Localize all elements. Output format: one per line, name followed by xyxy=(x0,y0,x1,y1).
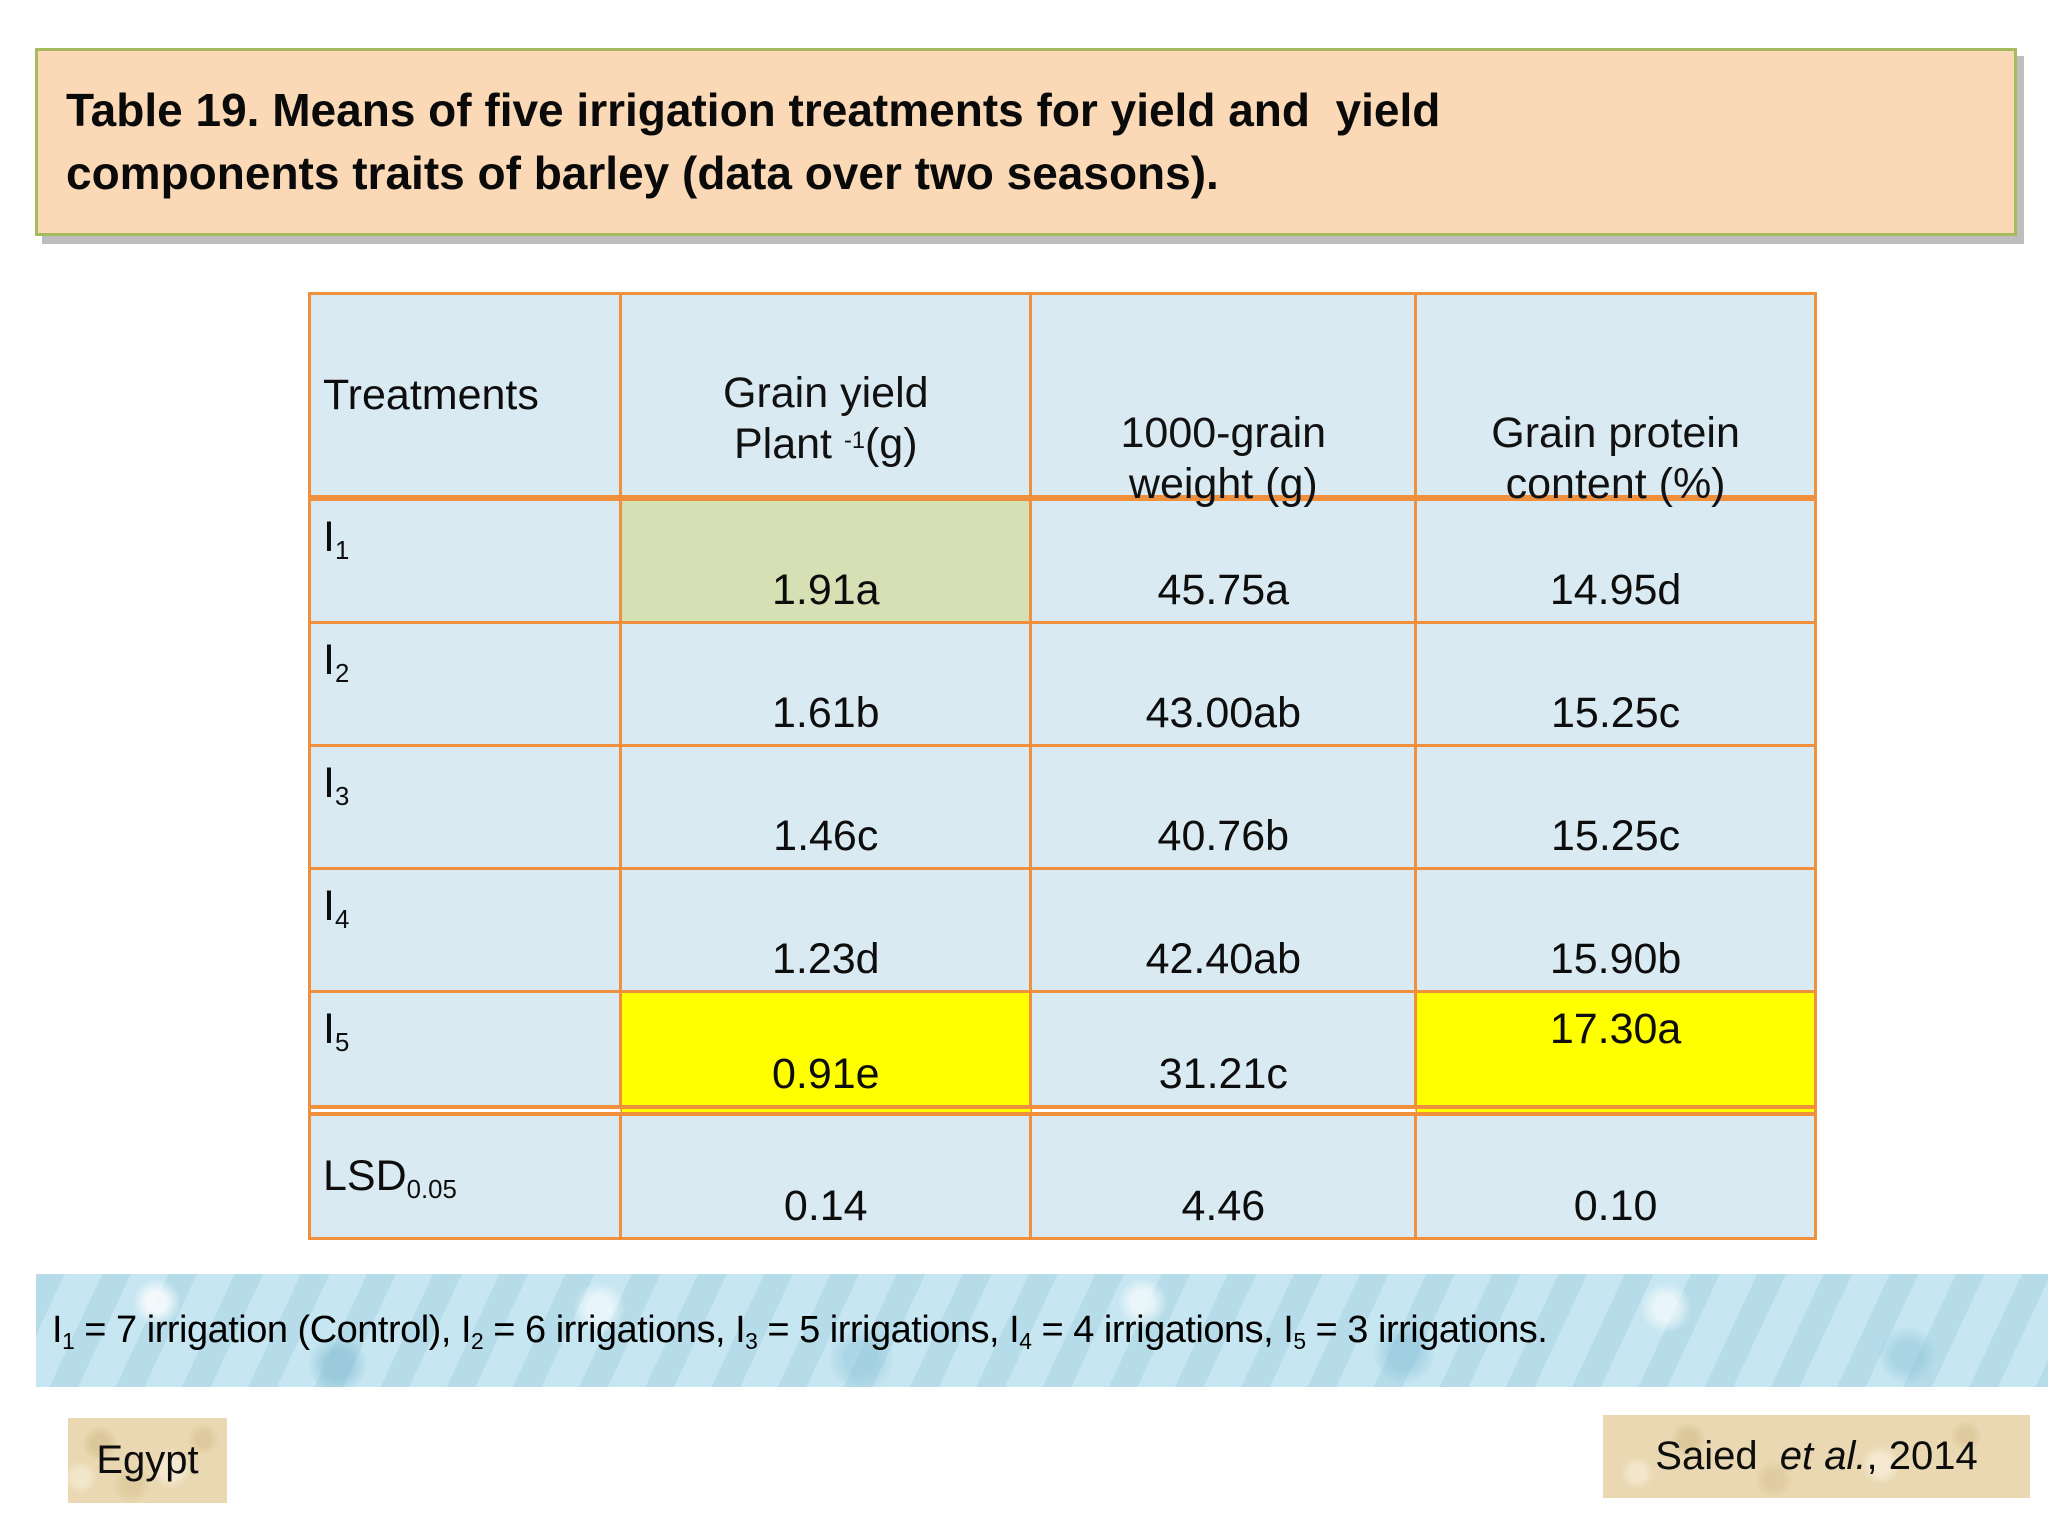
subscript: 4 xyxy=(1019,1328,1032,1355)
citation-et-al: et al. xyxy=(1779,1434,1867,1478)
grain-weight-cell: 42.40ab xyxy=(1032,870,1418,993)
citation-label: Saied et al., 2014 xyxy=(1603,1415,2030,1498)
header-cell-grain-yield: Grain yield Plant -1(g) xyxy=(622,295,1033,501)
treatment-label-cell: I4 xyxy=(311,870,623,993)
lsd-label: LSD0.05 xyxy=(323,1152,457,1205)
subscript: 1 xyxy=(334,537,350,566)
subscript: 5 xyxy=(334,1029,350,1058)
subscript: 1 xyxy=(62,1328,75,1355)
header-grain-weight-label: 1000-grain weight (g) xyxy=(1120,408,1327,509)
subscript: 0.05 xyxy=(406,1176,457,1205)
header-cell-protein: Grain protein content (%) xyxy=(1417,295,1814,508)
header-treatments-label: Treatments xyxy=(323,370,539,419)
protein-cell: 15.90b xyxy=(1417,870,1814,993)
lsd-label-cell: LSD0.05 xyxy=(311,1116,623,1237)
subscript: 3 xyxy=(745,1328,758,1355)
data-table: Treatments Grain yield Plant -1(g) 1000-g… xyxy=(308,292,1817,1240)
header-cell-grain-weight: 1000-grain weight (g) xyxy=(1032,295,1418,508)
grain-weight-cell: 40.76b xyxy=(1032,747,1418,870)
treatment-label-cell: I5 xyxy=(311,993,623,1116)
treatment-label: I4 xyxy=(323,882,350,935)
country-label: Egypt xyxy=(68,1418,227,1503)
treatment-label-cell: I2 xyxy=(311,624,623,747)
protein-cell: 14.95d xyxy=(1417,501,1814,624)
treatment-label: I3 xyxy=(323,759,350,812)
footnote-bar: I1 = 7 irrigation (Control), I2 = 6 irri… xyxy=(36,1274,2048,1387)
protein-cell: 15.25c xyxy=(1417,747,1814,870)
protein-cell: 15.25c xyxy=(1417,624,1814,747)
header-cell-treatments: Treatments xyxy=(311,295,623,501)
table-row-i2: I2 1.61b 43.00ab 15.25c xyxy=(311,624,1814,747)
lsd-grain-weight-cell: 4.46 xyxy=(1032,1116,1418,1237)
grain-yield-cell: 1.23d xyxy=(622,870,1033,993)
treatment-label: I1 xyxy=(323,513,350,566)
slide-title: Table 19. Means of five irrigation treat… xyxy=(66,84,1441,199)
grain-yield-cell-highlight-yellow: 0.91e xyxy=(622,993,1033,1116)
table-row-i3: I3 1.46c 40.76b 15.25c xyxy=(311,747,1814,870)
treatment-label: I2 xyxy=(323,636,350,689)
table-row-lsd: LSD0.05 0.14 4.46 0.10 xyxy=(311,1116,1814,1237)
grain-yield-cell-highlight-green: 1.91a xyxy=(622,501,1033,624)
superscript: -1 xyxy=(843,427,865,454)
subscript: 4 xyxy=(334,906,350,935)
treatment-label-cell: I3 xyxy=(311,747,623,870)
header-grain-yield-label: Grain yield Plant -1(g) xyxy=(723,368,929,469)
subscript: 2 xyxy=(334,660,350,689)
lsd-protein-cell: 0.10 xyxy=(1417,1116,1814,1237)
grain-yield-cell: 1.61b xyxy=(622,624,1033,747)
table-row-i4: I4 1.23d 42.40ab 15.90b xyxy=(311,870,1814,993)
table-row-i5: I5 0.91e 31.21c 17.30a xyxy=(311,993,1814,1116)
grain-weight-cell: 43.00ab xyxy=(1032,624,1418,747)
treatment-label-cell: I1 xyxy=(311,501,623,624)
table-header-row: Treatments Grain yield Plant -1(g) 1000-g… xyxy=(311,295,1814,508)
subscript: 3 xyxy=(334,783,350,812)
protein-cell-highlight-yellow: 17.30a xyxy=(1417,993,1814,1116)
title-box: Table 19. Means of five irrigation treat… xyxy=(35,48,2017,236)
treatment-label: I5 xyxy=(323,1005,350,1058)
subscript: 2 xyxy=(471,1328,484,1355)
lsd-grain-yield-cell: 0.14 xyxy=(622,1116,1033,1237)
grain-weight-cell: 31.21c xyxy=(1032,993,1418,1116)
subscript: 5 xyxy=(1293,1328,1306,1355)
footnote-text: I1 = 7 irrigation (Control), I2 = 6 irri… xyxy=(52,1309,1548,1355)
grain-yield-cell: 1.46c xyxy=(622,747,1033,870)
table-row-i1: I1 1.91a 45.75a 14.95d xyxy=(311,501,1814,624)
header-protein-label: Grain protein content (%) xyxy=(1491,408,1740,509)
grain-weight-cell: 45.75a xyxy=(1032,501,1418,624)
